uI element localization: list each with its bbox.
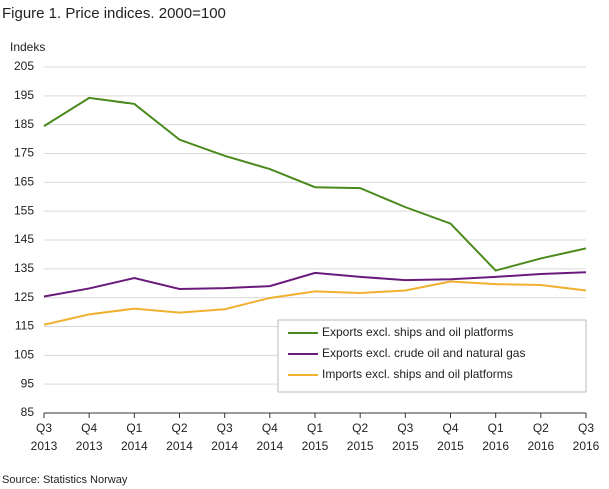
x-tick-label: Q2 2014 [166, 421, 193, 453]
x-tick-label: Q4 2015 [437, 421, 464, 453]
legend-label: Exports excl. crude oil and natural gas [322, 346, 525, 360]
y-tick-label: 115 [15, 319, 34, 333]
x-tick-label: Q4 2014 [256, 421, 284, 453]
y-tick-label: 95 [21, 376, 35, 390]
y-tick-label: 175 [14, 146, 34, 160]
y-tick-label: 165 [14, 175, 34, 189]
line-series [43, 96, 587, 272]
line-series [43, 280, 587, 326]
x-tick-label: Q2 2015 [346, 421, 374, 453]
line-series [43, 271, 587, 298]
x-tick-label: Q3 2014 [211, 421, 238, 453]
x-tick-label: Q1 2015 [301, 421, 329, 453]
y-tick-label: 155 [14, 203, 34, 217]
y-tick-label: 205 [14, 59, 34, 73]
source: Source: Statistics Norway [2, 474, 128, 486]
x-tick-label: Q3 2016 [572, 421, 600, 453]
y-tick-label: 185 [14, 117, 34, 131]
chart-title: Figure 1. Price indices. 2000=100 [2, 5, 226, 22]
x-tick-label: Q3 2015 [391, 421, 419, 453]
y-tick-label: 195 [14, 88, 34, 102]
x-tick-label: Q2 2016 [527, 421, 555, 453]
y-axis-label: Indeks [10, 40, 45, 54]
x-tick-label: Q4 2013 [75, 421, 103, 453]
x-tick-label: Q3 2013 [30, 421, 58, 453]
y-tick-label: 135 [14, 261, 34, 275]
y-tick-label: 105 [14, 348, 34, 362]
legend-box [277, 319, 587, 393]
y-tick-label: 85 [21, 405, 35, 419]
y-tick-label: 125 [14, 290, 34, 304]
legend-label: Exports excl. ships and oil platforms [322, 325, 513, 339]
y-tick-label: 145 [14, 232, 34, 246]
legend-label: Imports excl. ships and oil platforms [322, 367, 513, 381]
x-tick-label: Q1 2014 [120, 421, 148, 453]
x-tick-label: Q1 2016 [482, 421, 509, 453]
